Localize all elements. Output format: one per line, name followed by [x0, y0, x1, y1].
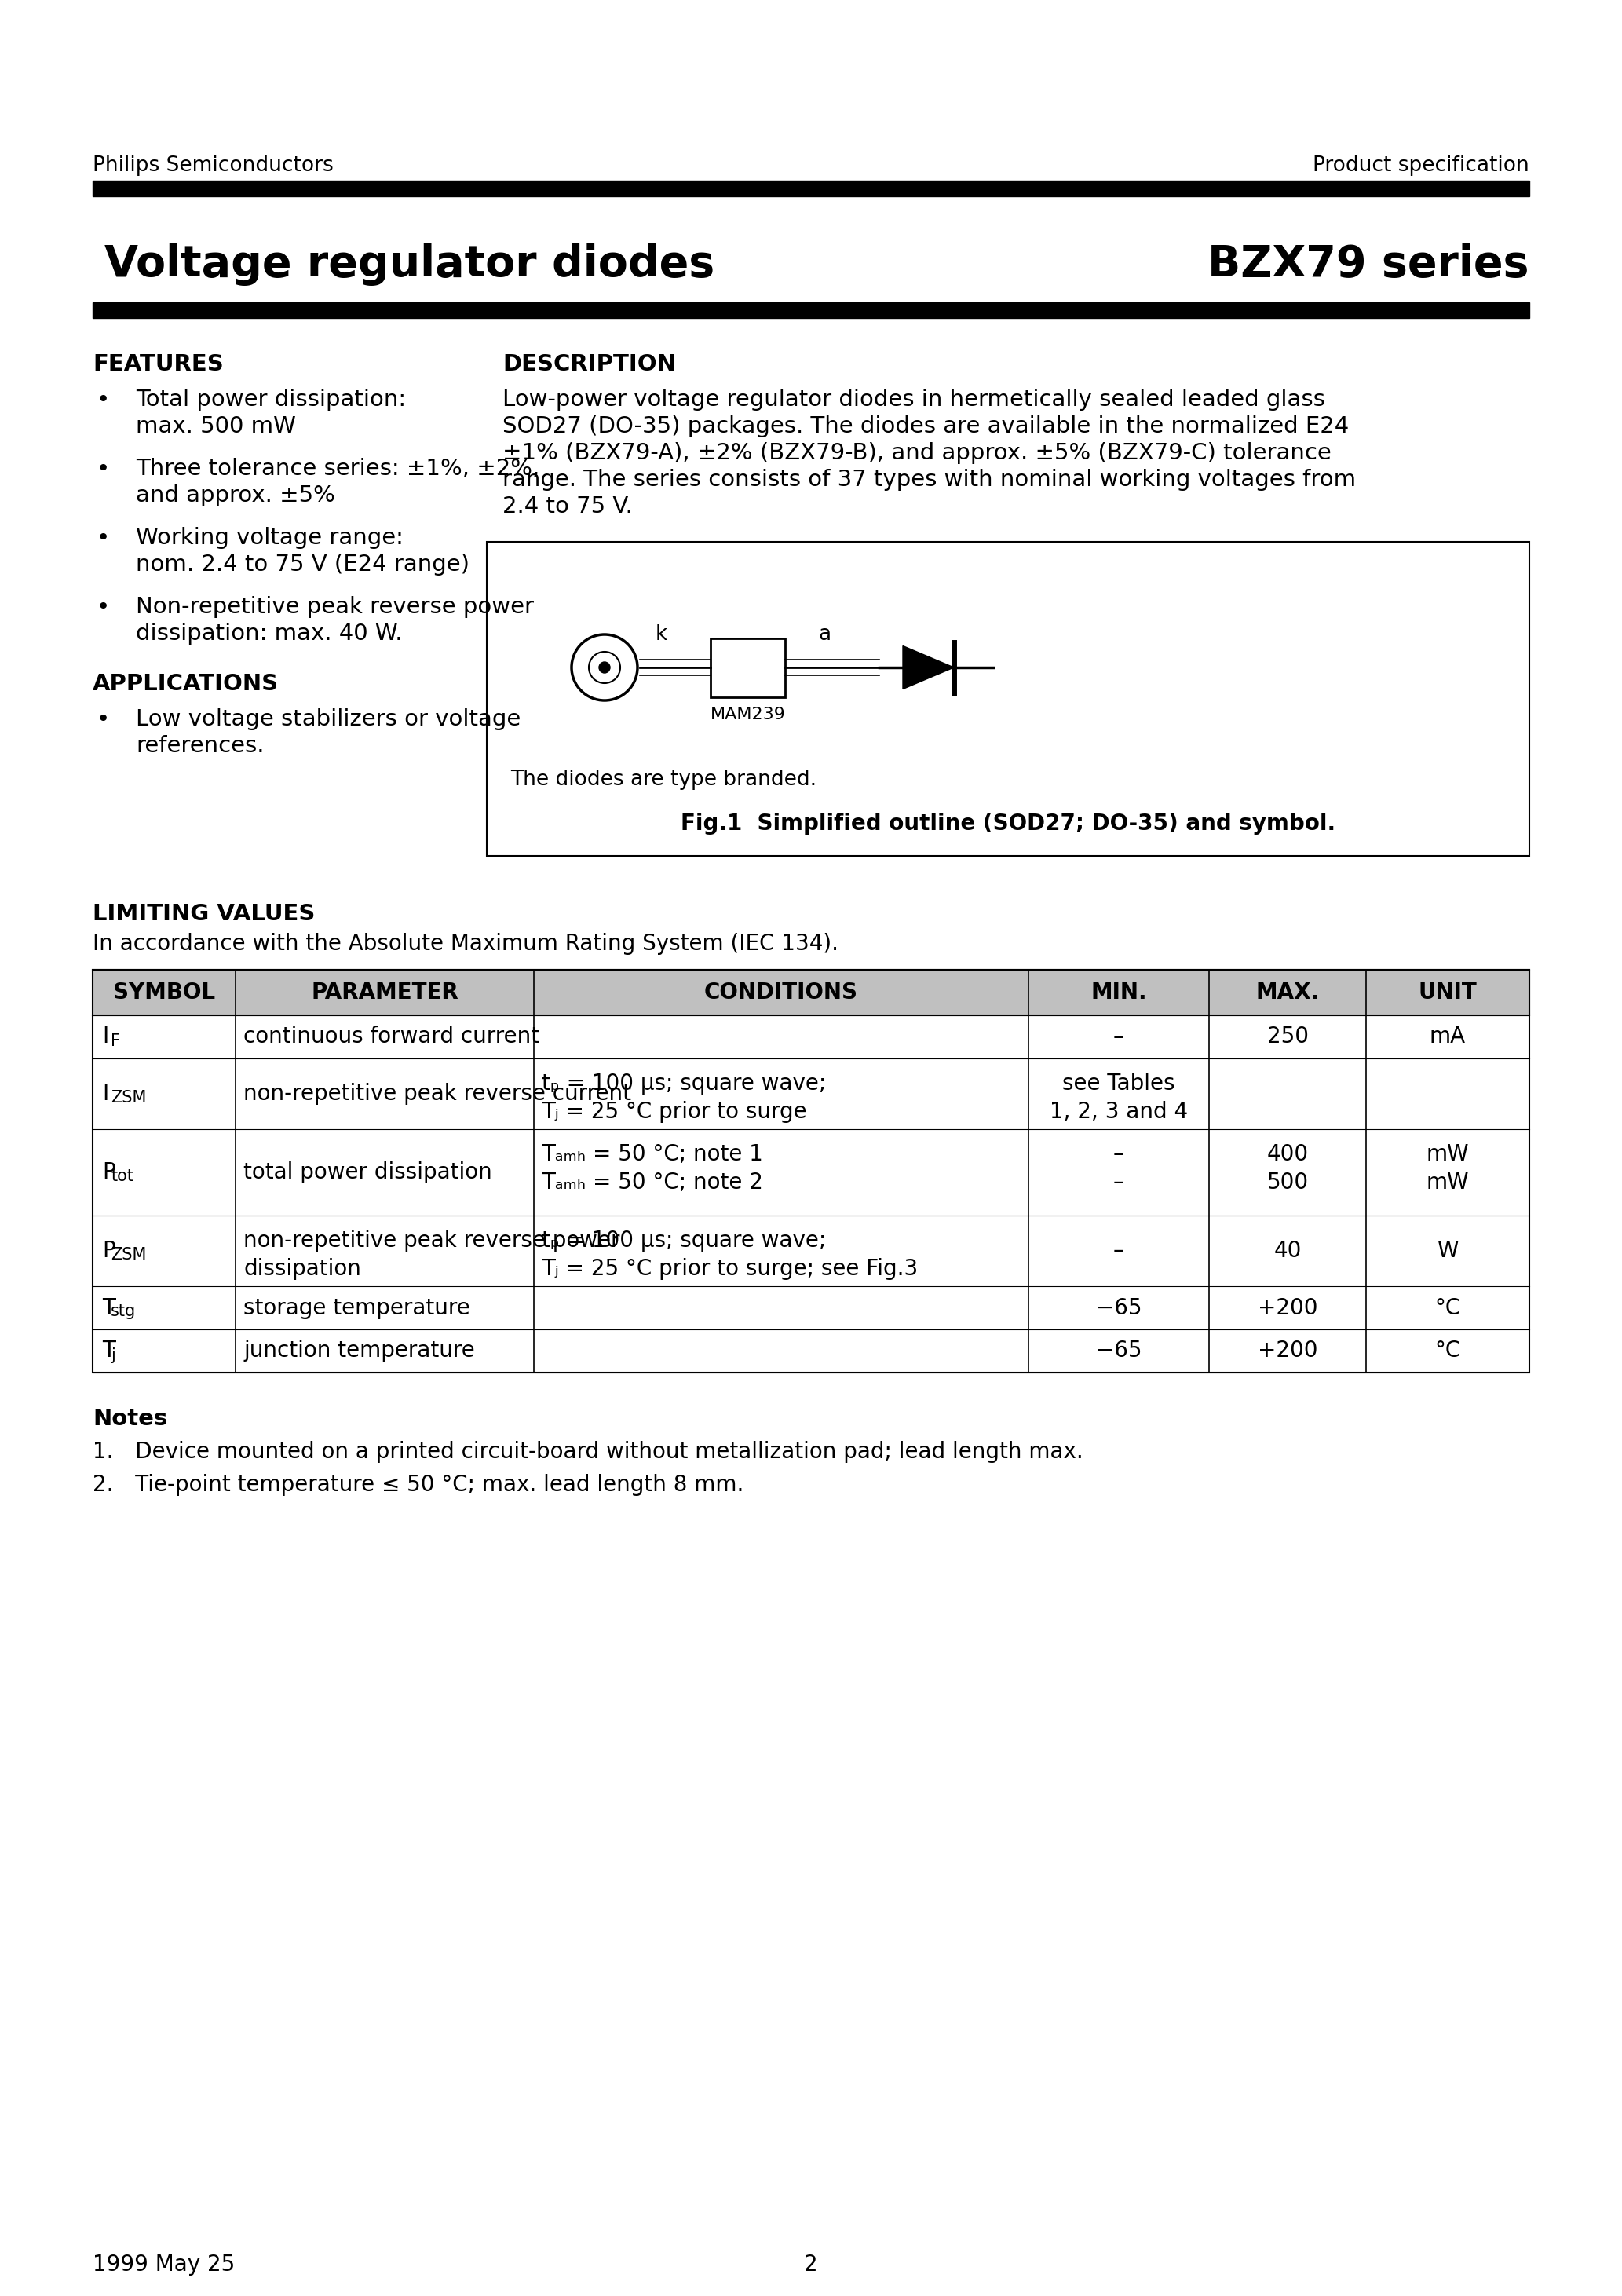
Text: tₚ = 100 μs; square wave;: tₚ = 100 μs; square wave; [542, 1072, 826, 1095]
Text: and approx. ±5%: and approx. ±5% [136, 484, 336, 507]
Text: °C: °C [1434, 1341, 1461, 1362]
Text: °C: °C [1434, 1297, 1461, 1318]
Text: non-repetitive peak reverse power: non-repetitive peak reverse power [243, 1231, 620, 1251]
Text: storage temperature: storage temperature [243, 1297, 470, 1318]
Text: tₚ = 100 μs; square wave;: tₚ = 100 μs; square wave; [542, 1231, 826, 1251]
Text: W: W [1437, 1240, 1458, 1263]
Text: tot: tot [110, 1169, 133, 1185]
Text: SYMBOL: SYMBOL [114, 980, 216, 1003]
Text: mW: mW [1426, 1143, 1470, 1166]
Text: •: • [97, 707, 110, 730]
Text: P: P [102, 1162, 115, 1182]
Text: –: – [1113, 1171, 1124, 1194]
Text: max. 500 mW: max. 500 mW [136, 416, 295, 436]
Text: −65: −65 [1096, 1297, 1142, 1318]
Text: •: • [97, 526, 110, 549]
Text: APPLICATIONS: APPLICATIONS [92, 673, 279, 696]
Text: j: j [110, 1348, 115, 1364]
Text: Voltage regulator diodes: Voltage regulator diodes [104, 243, 715, 285]
Bar [92, 303, 1530, 319]
Text: MIN.: MIN. [1090, 980, 1147, 1003]
Text: 1. Device mounted on a printed circuit-board without metallization pad; lead len: 1. Device mounted on a printed circuit-b… [92, 1442, 1083, 1463]
Text: Tₐₘₕ = 50 °C; note 2: Tₐₘₕ = 50 °C; note 2 [542, 1171, 762, 1194]
Circle shape [599, 661, 610, 673]
Text: •: • [97, 457, 110, 480]
Text: The diodes are type branded.: The diodes are type branded. [511, 769, 816, 790]
Text: range. The series consists of 37 types with nominal working voltages from: range. The series consists of 37 types w… [503, 468, 1356, 491]
Text: MAX.: MAX. [1255, 980, 1319, 1003]
Text: ZSM: ZSM [110, 1247, 146, 1263]
Text: non-repetitive peak reverse current: non-repetitive peak reverse current [243, 1084, 631, 1104]
Text: Total power dissipation:: Total power dissipation: [136, 388, 406, 411]
Text: 500: 500 [1267, 1171, 1309, 1194]
Text: ±1% (BZX79-A), ±2% (BZX79-B), and approx. ±5% (BZX79-C) tolerance: ±1% (BZX79-A), ±2% (BZX79-B), and approx… [503, 443, 1332, 464]
Text: –: – [1113, 1026, 1124, 1047]
Text: CONDITIONS: CONDITIONS [704, 980, 858, 1003]
Text: DESCRIPTION: DESCRIPTION [503, 354, 676, 374]
Text: PARAMETER: PARAMETER [311, 980, 459, 1003]
Text: FEATURES: FEATURES [92, 354, 224, 374]
Text: dissipation: dissipation [243, 1258, 362, 1279]
Text: mA: mA [1429, 1026, 1466, 1047]
Text: total power dissipation: total power dissipation [243, 1162, 491, 1182]
Text: ZSM: ZSM [110, 1091, 146, 1107]
Text: F: F [110, 1033, 120, 1049]
Text: Fig.1  Simplified outline (SOD27; DO-35) and symbol.: Fig.1 Simplified outline (SOD27; DO-35) … [681, 813, 1335, 836]
Text: Low voltage stabilizers or voltage: Low voltage stabilizers or voltage [136, 707, 521, 730]
Text: −65: −65 [1096, 1341, 1142, 1362]
Polygon shape [903, 645, 954, 689]
Bar [92, 969, 1530, 1015]
Text: Philips Semiconductors: Philips Semiconductors [92, 156, 334, 177]
Text: Low-power voltage regulator diodes in hermetically sealed leaded glass: Low-power voltage regulator diodes in he… [503, 388, 1325, 411]
Text: In accordance with the Absolute Maximum Rating System (IEC 134).: In accordance with the Absolute Maximum … [92, 932, 839, 955]
Text: P: P [102, 1240, 115, 1263]
Text: Tₐₘₕ = 50 °C; note 1: Tₐₘₕ = 50 °C; note 1 [542, 1143, 762, 1166]
Text: nom. 2.4 to 75 V (E24 range): nom. 2.4 to 75 V (E24 range) [136, 553, 469, 576]
Text: MAM239: MAM239 [710, 707, 785, 723]
Text: SOD27 (DO-35) packages. The diodes are available in the normalized E24: SOD27 (DO-35) packages. The diodes are a… [503, 416, 1350, 436]
Text: Non-repetitive peak reverse power: Non-repetitive peak reverse power [136, 597, 534, 618]
Bar [92, 969, 1530, 1373]
Text: see Tables: see Tables [1062, 1072, 1174, 1095]
Text: 2.4 to 75 V.: 2.4 to 75 V. [503, 496, 633, 517]
Text: Product specification: Product specification [1312, 156, 1530, 177]
Text: T: T [102, 1341, 115, 1362]
Text: a: a [817, 625, 830, 645]
Text: junction temperature: junction temperature [243, 1341, 475, 1362]
Text: T: T [102, 1297, 115, 1318]
Text: 2. Tie-point temperature ≤ 50 °C; max. lead length 8 mm.: 2. Tie-point temperature ≤ 50 °C; max. l… [92, 1474, 744, 1497]
Text: stg: stg [110, 1304, 136, 1320]
Text: continuous forward current: continuous forward current [243, 1026, 540, 1047]
Bar [710, 638, 785, 698]
Text: Tⱼ = 25 °C prior to surge; see Fig.3: Tⱼ = 25 °C prior to surge; see Fig.3 [542, 1258, 918, 1279]
Text: I: I [102, 1026, 109, 1047]
Text: LIMITING VALUES: LIMITING VALUES [92, 902, 315, 925]
Text: UNIT: UNIT [1418, 980, 1478, 1003]
Text: 1999 May 25: 1999 May 25 [92, 2255, 235, 2275]
Text: k: k [655, 625, 667, 645]
Text: •: • [97, 597, 110, 618]
Text: 40: 40 [1273, 1240, 1301, 1263]
Text: +200: +200 [1257, 1297, 1317, 1318]
Text: 2: 2 [805, 2255, 817, 2275]
Text: Working voltage range:: Working voltage range: [136, 526, 404, 549]
Text: –: – [1113, 1143, 1124, 1166]
Text: •: • [97, 388, 110, 411]
Text: Notes: Notes [92, 1407, 167, 1430]
Text: +200: +200 [1257, 1341, 1317, 1362]
Text: dissipation: max. 40 W.: dissipation: max. 40 W. [136, 622, 402, 645]
Bar [487, 542, 1530, 856]
Text: 1, 2, 3 and 4: 1, 2, 3 and 4 [1049, 1100, 1187, 1123]
Text: 250: 250 [1267, 1026, 1309, 1047]
Text: BZX79 series: BZX79 series [1208, 243, 1530, 285]
Text: references.: references. [136, 735, 264, 758]
Text: 400: 400 [1267, 1143, 1309, 1166]
Text: Three tolerance series: ±1%, ±2%,: Three tolerance series: ±1%, ±2%, [136, 457, 540, 480]
Bar [92, 181, 1530, 195]
Text: Tⱼ = 25 °C prior to surge: Tⱼ = 25 °C prior to surge [542, 1100, 806, 1123]
Text: I: I [102, 1084, 109, 1104]
Text: –: – [1113, 1240, 1124, 1263]
Text: mW: mW [1426, 1171, 1470, 1194]
